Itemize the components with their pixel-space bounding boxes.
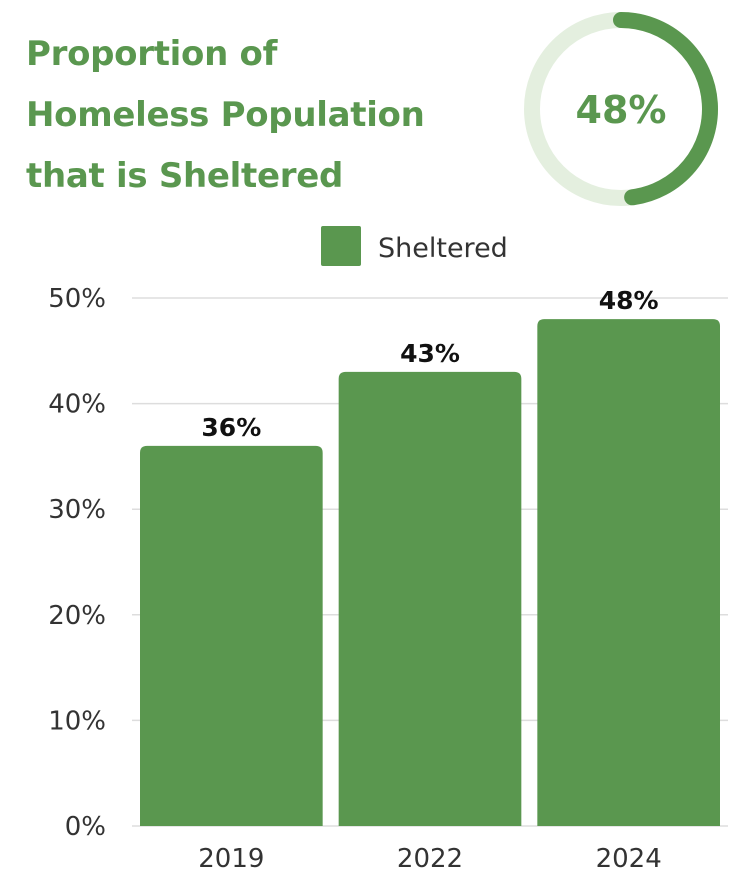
- data-label-2019: 36%: [201, 413, 261, 442]
- donut-arc: [613, 12, 718, 206]
- legend: Sheltered: [321, 226, 508, 266]
- donut-label: 48%: [576, 88, 667, 132]
- x-tick-label: 2024: [596, 844, 662, 874]
- x-tick-label: 2019: [198, 844, 264, 874]
- x-axis-ticks: 2019 2022 2024: [198, 844, 662, 874]
- bars: 36% 43% 48%: [140, 286, 720, 826]
- y-tick-label: 20%: [48, 601, 106, 631]
- sheltered-donut-gauge: 48%: [524, 12, 718, 206]
- title-line-2: Homeless Population: [26, 95, 425, 135]
- bar-2024: [537, 319, 720, 826]
- bar-2019: [140, 445, 323, 826]
- bar-2022: [338, 371, 522, 826]
- y-tick-label: 10%: [48, 706, 106, 736]
- y-tick-label: 40%: [48, 390, 106, 420]
- data-label-2024: 48%: [599, 286, 659, 315]
- y-axis-ticks: 0% 10% 20% 30% 40% 50%: [48, 284, 106, 842]
- y-tick-label: 50%: [48, 284, 106, 314]
- legend-swatch-sheltered: [321, 226, 361, 266]
- y-tick-label: 30%: [48, 495, 106, 525]
- y-tick-label: 0%: [65, 812, 106, 842]
- chart-title: Proportion of Homeless Population that i…: [26, 24, 425, 207]
- x-tick-label: 2022: [397, 844, 463, 874]
- title-line-3: that is Sheltered: [26, 156, 344, 196]
- title-line-1: Proportion of: [26, 34, 278, 74]
- legend-label-sheltered: Sheltered: [378, 233, 508, 264]
- data-label-2022: 43%: [400, 339, 460, 368]
